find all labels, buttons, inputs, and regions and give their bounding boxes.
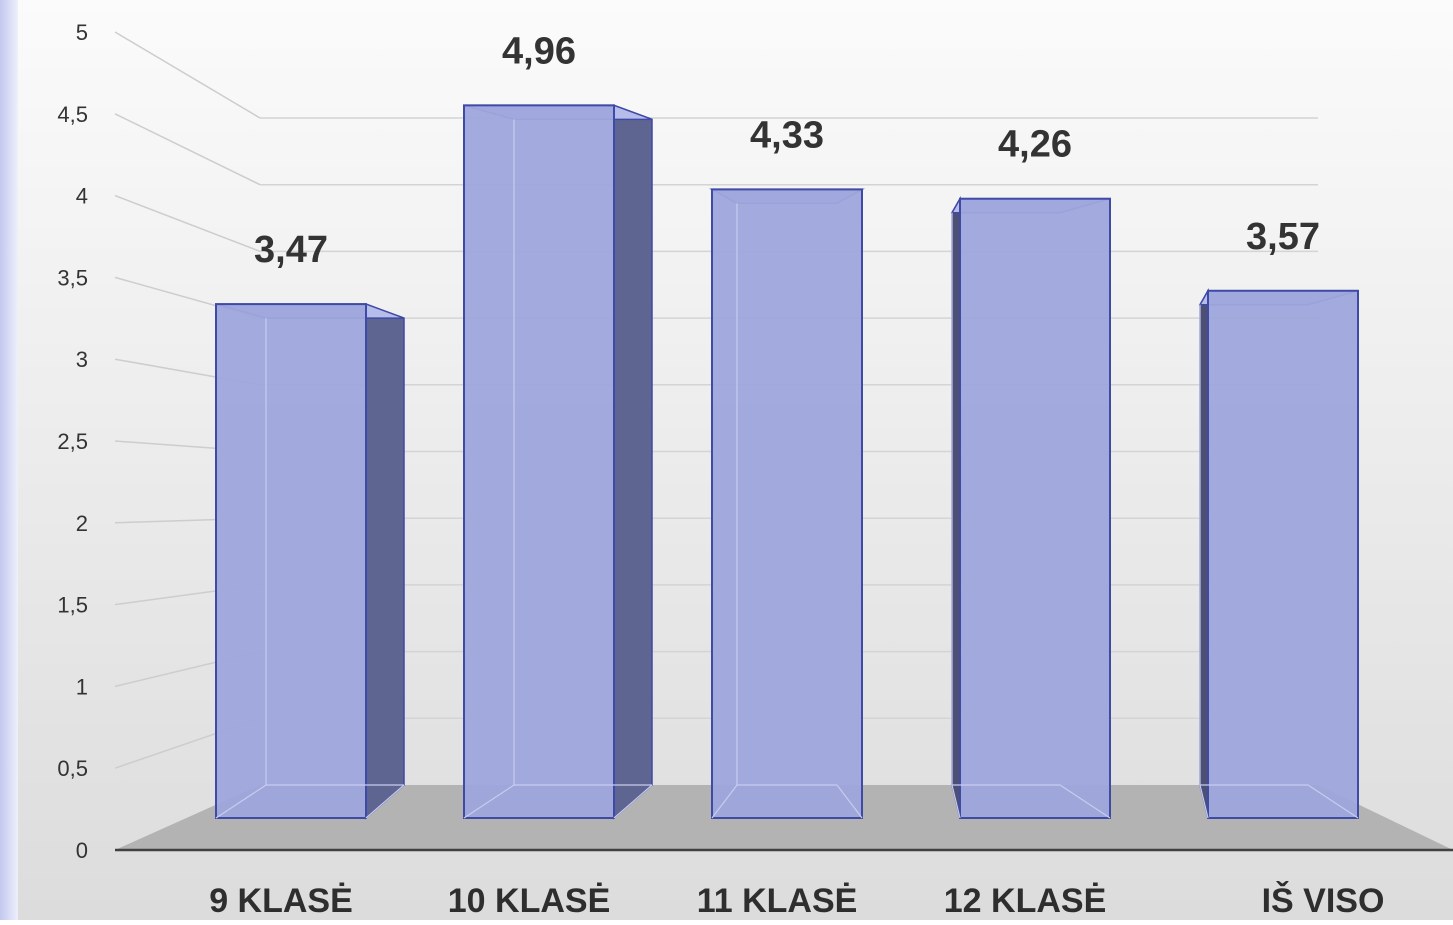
bars: [215, 104, 1359, 820]
bar: [1198, 287, 1359, 819]
data-label: 4,96: [502, 30, 576, 72]
bar-inner-edge: [1059, 784, 1111, 819]
bar-side-face: [365, 303, 405, 820]
data-label: 3,47: [254, 229, 328, 271]
y-tick-label: 2: [76, 511, 88, 536]
y-tick-label: 2,5: [57, 429, 88, 454]
x-tick-label: 9 KLASĖ: [209, 882, 353, 920]
data-label: 3,57: [1246, 216, 1320, 258]
bar-side-face: [1199, 287, 1209, 819]
bar-front-face: [1207, 289, 1359, 819]
y-tick-label: 3: [76, 347, 88, 372]
x-tick-label: IŠ VISO: [1262, 881, 1385, 920]
data-label: 4,33: [750, 114, 824, 156]
y-tick-label: 4: [76, 184, 88, 209]
bar-front-face: [959, 197, 1111, 819]
bar-front-face: [215, 303, 367, 819]
y-tick-label: 5: [76, 20, 88, 45]
bar-inner-edge: [711, 784, 738, 819]
x-tick-label: 11 KLASĖ: [697, 882, 858, 920]
gridline-connector: [114, 31, 261, 119]
gridline-connector: [114, 194, 261, 253]
bar-inner-edge: [1199, 784, 1209, 819]
bar-inner-edge: [951, 784, 961, 819]
bar: [215, 303, 405, 820]
y-tick-label: 1,5: [57, 593, 88, 618]
bar-front-face: [463, 104, 615, 819]
x-tick-label: 12 KLASĖ: [944, 882, 1107, 920]
y-tick-label: 0: [76, 838, 88, 863]
bar-side-face: [613, 104, 653, 820]
bar-inner-edge: [613, 784, 653, 819]
data-label: 4,26: [998, 124, 1072, 166]
y-tick-label: 3,5: [57, 265, 88, 290]
bar: [950, 195, 1111, 819]
data-labels: 3,47 4,96 4,33 4,26 3,57: [254, 30, 1320, 271]
y-tick-label: 0,5: [57, 756, 88, 781]
y-tick-label: 4,5: [57, 102, 88, 127]
x-tick-label: 10 KLASĖ: [448, 882, 611, 920]
left-accent-strip: [0, 0, 18, 920]
bar-side-face: [951, 195, 961, 819]
bar-front-face: [711, 188, 863, 820]
bar-inner-edge: [836, 784, 863, 819]
bar-inner-edge: [365, 784, 405, 819]
y-tick-label: 1: [76, 674, 88, 699]
x-axis: 9 KLASĖ 10 KLASĖ 11 KLASĖ 12 KLASĖ IŠ VISO: [209, 881, 1384, 920]
bar-inner-edge: [463, 784, 515, 819]
bar-inner-edge: [215, 784, 267, 819]
bar: [709, 188, 865, 820]
bar: [463, 104, 653, 820]
bar-inner-edge: [1307, 784, 1359, 819]
y-axis: 0 0,5 1 1,5 2 2,5 3 3,5 4 4,5 5: [57, 20, 1453, 863]
gridline-connector: [114, 113, 261, 186]
